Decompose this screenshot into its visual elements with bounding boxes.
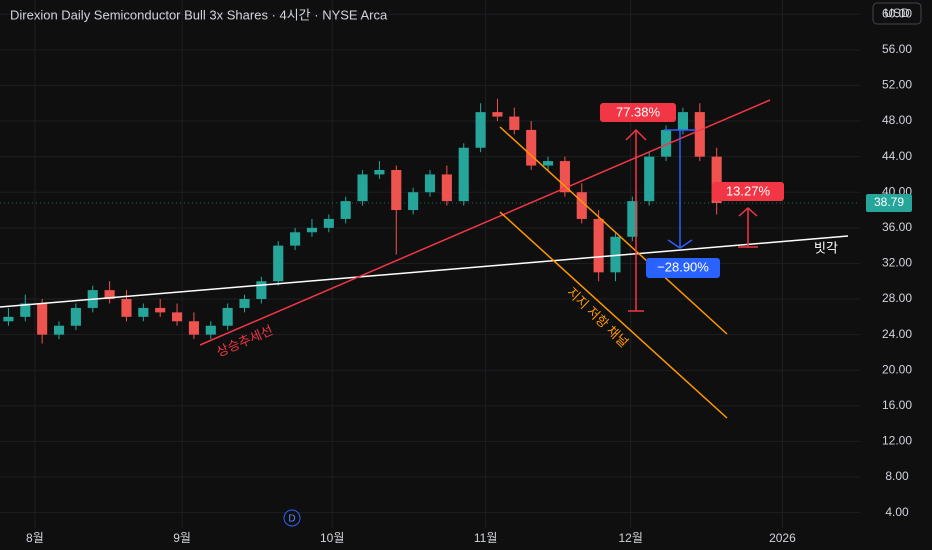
candle-body <box>610 236 621 273</box>
x-tick-label: 10월 <box>320 531 344 545</box>
candle-body <box>104 290 115 300</box>
candle-body <box>222 307 233 326</box>
candle-body <box>593 218 604 273</box>
rebound-arrow <box>738 206 758 248</box>
last-price-badge <box>866 194 912 213</box>
candle-body <box>694 112 705 157</box>
candle-body <box>711 156 722 204</box>
candle-body <box>20 303 31 317</box>
event-marker[interactable] <box>283 509 301 527</box>
y-tick-label: 56.00 <box>882 42 912 56</box>
y-tick-label: 48.00 <box>882 113 912 127</box>
drawings <box>0 99 849 419</box>
y-tick-label: 44.00 <box>882 149 912 163</box>
fall-arrow <box>664 129 696 249</box>
currency-label: USD <box>884 6 910 20</box>
candle-body <box>155 307 166 313</box>
y-tick-label: 12.00 <box>882 434 912 448</box>
candle-body <box>475 112 486 148</box>
x-tick-label: 9월 <box>173 531 191 545</box>
x-tick-label: 2026 <box>769 531 796 545</box>
candle-body <box>205 325 216 335</box>
candle-body <box>458 147 469 202</box>
candle-body <box>492 112 503 117</box>
candle-body <box>441 174 452 202</box>
channel-upper <box>499 126 728 335</box>
candle-body <box>424 174 436 193</box>
axes: 4.00 8.00 12.00 16.00 20.00 24.00 28.00 32.00 36… <box>26 6 912 545</box>
candle-body <box>576 192 587 219</box>
candle-body <box>644 156 655 202</box>
candle-body <box>121 299 132 317</box>
candle-body <box>172 312 183 322</box>
x-tick-label: 8월 <box>26 531 44 545</box>
uptrend-line <box>199 99 771 346</box>
candle-body <box>256 281 267 300</box>
y-tick-label: 16.00 <box>882 398 912 412</box>
candle-body <box>677 112 688 130</box>
candle-body <box>306 227 318 233</box>
candle-body <box>374 169 385 175</box>
last-price-label: 38.79 <box>874 195 904 209</box>
candle-body <box>509 116 520 130</box>
candle-body <box>323 218 334 228</box>
grid <box>0 0 860 528</box>
currency-button[interactable] <box>872 2 922 25</box>
x-tick-label: 11월 <box>474 531 498 545</box>
y-tick-label: 8.00 <box>885 469 909 483</box>
chart-title: Direxion Daily Semiconductor Bull 3x Sha… <box>10 7 388 22</box>
candle-body <box>526 129 537 166</box>
fall-badge <box>646 258 720 278</box>
y-tick-label: 60.00 <box>882 6 912 20</box>
candle-body <box>239 299 250 308</box>
rebound-badge <box>712 182 784 201</box>
candle-body <box>357 174 368 202</box>
y-tick-label: 4.00 <box>885 505 909 519</box>
candle-body <box>70 307 81 326</box>
candle-body <box>559 161 570 193</box>
candle-body <box>3 316 14 322</box>
y-tick-label: 32.00 <box>882 256 912 270</box>
rebound-label: 13.27% <box>726 183 771 198</box>
candle-body <box>661 129 672 157</box>
candle-body <box>273 245 284 282</box>
x-tick-label: 12월 <box>618 531 642 545</box>
y-tick-label: 24.00 <box>882 327 912 341</box>
rise-arrow <box>625 128 647 312</box>
candle-body <box>542 161 554 166</box>
candle-body <box>340 201 351 219</box>
y-tick-label: 28.00 <box>882 291 912 305</box>
candle-body <box>188 321 199 335</box>
rise-label: 77.38% <box>616 104 661 119</box>
rise-badge <box>600 103 676 122</box>
candle-body <box>37 303 48 335</box>
y-tick-label: 20.00 <box>882 362 912 376</box>
candle-body <box>391 169 402 211</box>
candle-body <box>138 307 149 317</box>
candle-body <box>290 232 301 246</box>
y-tick-label: 52.00 <box>882 78 912 92</box>
candle-body <box>408 192 419 211</box>
angle-label: 빗각 <box>814 240 838 255</box>
channel-lower <box>499 211 728 419</box>
fall-label: −28.90% <box>657 259 709 274</box>
y-tick-label: 36.00 <box>882 220 912 234</box>
candle-body <box>627 201 638 237</box>
candle-body <box>53 325 65 335</box>
angle-line <box>0 235 849 308</box>
event-marker-label: D <box>288 514 295 525</box>
